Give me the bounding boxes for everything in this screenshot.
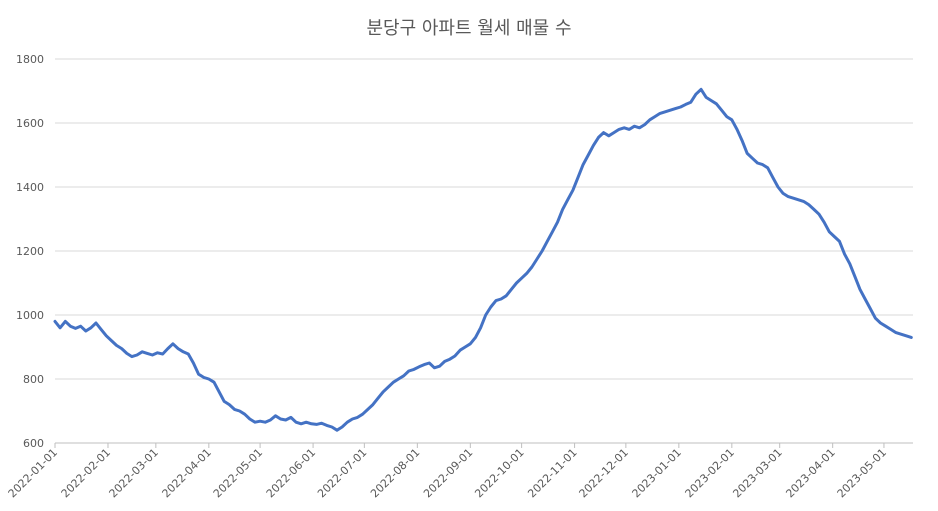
x-tick-label: 2022-04-01 — [160, 446, 214, 500]
x-tick-label: 2022-12-01 — [577, 446, 631, 500]
y-tick-label: 1000 — [16, 309, 44, 322]
y-tick-label: 1800 — [16, 53, 44, 66]
series-layer — [53, 87, 913, 432]
x-tick-label: 2022-01-01 — [6, 446, 60, 500]
y-tick-label: 1400 — [16, 181, 44, 194]
x-tick-label: 2023-01-01 — [630, 446, 684, 500]
y-tick-label: 1200 — [16, 245, 44, 258]
x-tick-label: 2023-03-01 — [730, 446, 784, 500]
x-tick-label: 2022-03-01 — [107, 446, 161, 500]
x-tick-label: 2022-02-01 — [59, 446, 113, 500]
x-tick-label: 2022-06-01 — [264, 446, 318, 500]
x-axis-ticks: 2022-01-012022-02-012022-03-012022-04-01… — [6, 443, 889, 500]
x-tick-label: 2022-11-01 — [525, 446, 579, 500]
x-tick-label: 2022-08-01 — [368, 446, 422, 500]
grid-layer — [55, 58, 913, 444]
x-tick-label: 2023-04-01 — [783, 446, 837, 500]
y-tick-label: 800 — [23, 373, 44, 386]
y-axis-ticks: 600 800 1000 1200 1400 1600 1800 — [16, 53, 44, 450]
y-tick-label: 1600 — [16, 117, 44, 130]
series-line — [53, 87, 913, 432]
x-tick-label: 2022-05-01 — [211, 446, 265, 500]
x-tick-label: 2023-05-01 — [835, 446, 889, 500]
x-tick-label: 2022-10-01 — [472, 446, 526, 500]
y-tick-label: 600 — [23, 437, 44, 450]
x-tick-label: 2023-02-01 — [683, 446, 737, 500]
chart-title: 분당구 아파트 월세 매물 수 — [366, 18, 572, 39]
x-tick-label: 2022-09-01 — [421, 446, 475, 500]
x-tick-label: 2022-07-01 — [315, 446, 369, 500]
